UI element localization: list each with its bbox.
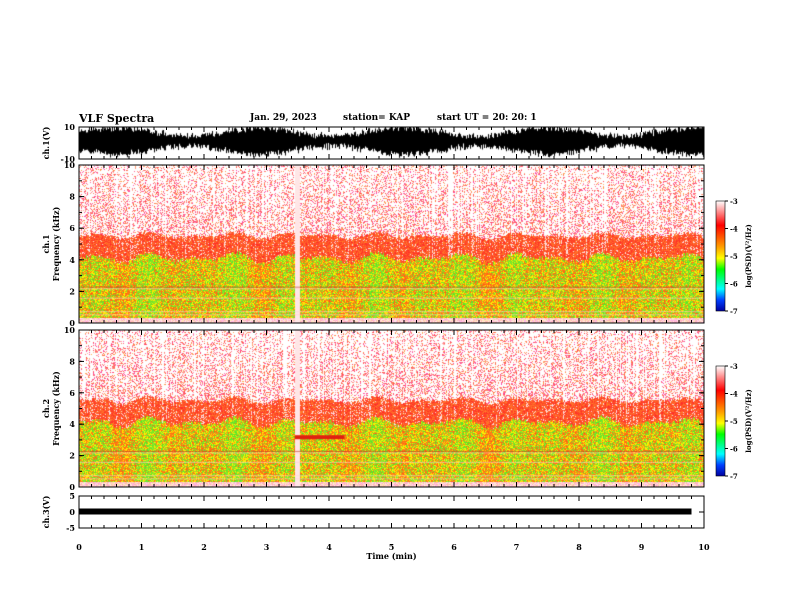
colorbar-tick-label: -3 [730,197,738,206]
y-tick-label: 2 [69,286,75,296]
y-tick-label: 0 [69,507,75,517]
y-axis-label: Frequency (kHz) [51,371,61,446]
colorbar-label: log(PSD)(V²/Hz) [744,389,753,453]
y-tick-label: 8 [69,356,75,366]
y-tick-label: 10 [64,122,76,132]
y-tick-label: 0 [69,318,75,328]
colorbar-tick-label: -7 [730,307,738,316]
colorbar-tick-label: -5 [730,252,738,261]
x-tick-label: 10 [698,542,710,552]
colorbar-tick-label: -6 [730,280,738,289]
ch2-spectrogram-image [79,330,704,487]
x-tick-label: 0 [76,542,82,552]
y-tick-label: 4 [69,419,75,429]
colorbar-tick-label: -6 [730,445,738,454]
ch3-waveform-trace [79,508,692,515]
start-time-label: start UT = 20: 20: 1 [437,113,537,123]
colorbar-tick-label: -4 [730,225,738,234]
y-tick-label: 5 [69,491,75,501]
y-tick-label: 4 [69,255,75,265]
x-tick-label: 6 [451,542,457,552]
date-label: Jan. 29, 2023 [250,113,317,123]
y-axis-label: ch.1(V) [41,126,51,159]
x-tick-label: 3 [264,542,270,552]
x-axis-label: Time (min) [366,551,416,561]
y-axis-label: ch.3(V) [41,495,51,528]
ch1-spectrogram-image [79,165,704,323]
colorbar-tick-label: -4 [730,390,738,399]
colorbar-label: log(PSD)(V²/Hz) [744,224,753,288]
colorbar-tick-label: -3 [730,362,738,371]
channel-label: ch.2 [41,399,51,418]
colorbar-tick-label: -5 [730,417,738,426]
x-tick-label: 5 [389,542,395,552]
y-tick-label: 10 [64,325,76,335]
channel-label: ch.1 [41,234,51,253]
y-tick-label: -5 [66,523,75,533]
chart-title: VLF Spectra [79,112,155,125]
y-tick-label: 6 [69,388,75,398]
x-tick-label: 2 [201,542,207,552]
ch1-waveform-trace [79,127,704,159]
colorbar [715,200,726,312]
y-tick-label: 6 [69,223,75,233]
x-tick-label: 4 [326,542,332,552]
y-tick-label: 2 [69,451,75,461]
y-tick-label: 10 [64,160,76,170]
colorbar-tick-label: -7 [730,472,738,481]
colorbar [715,365,726,477]
y-tick-label: 8 [69,192,75,202]
x-tick-label: 9 [639,542,645,552]
x-tick-label: 1 [139,542,145,552]
y-tick-label: 0 [69,482,75,492]
y-tick-label: -10 [61,154,76,164]
y-axis-label: Frequency (kHz) [51,206,61,281]
x-tick-label: 8 [576,542,582,552]
station-label: station= KAP [343,113,411,123]
x-tick-label: 7 [514,542,520,552]
